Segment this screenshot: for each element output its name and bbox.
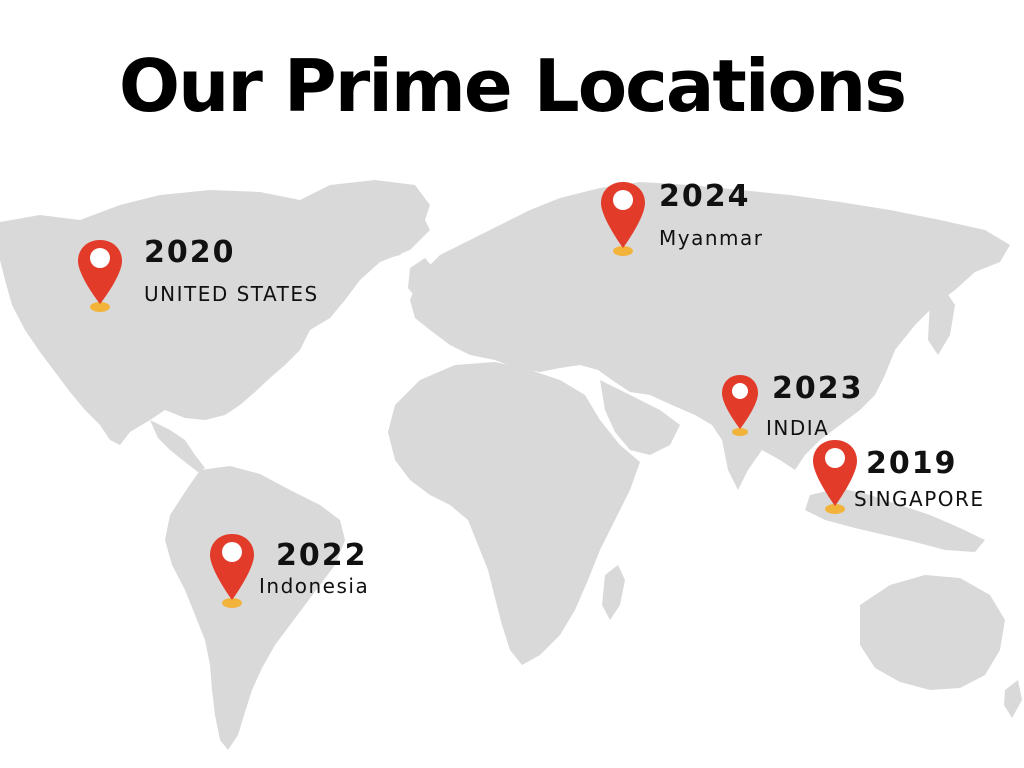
australia-landmass bbox=[860, 575, 1005, 690]
japan-landmass bbox=[928, 290, 955, 355]
location-name: SINGAPORE bbox=[854, 487, 985, 511]
map-pin-icon[interactable] bbox=[208, 530, 256, 610]
location-name: INDIA bbox=[766, 416, 830, 440]
location-name: UNITED STATES bbox=[144, 282, 319, 306]
location-year: 2023 bbox=[772, 371, 864, 406]
africa-landmass bbox=[388, 362, 640, 665]
map-pin-icon[interactable] bbox=[599, 178, 647, 258]
arabia-landmass bbox=[600, 380, 680, 455]
location-year: 2020 bbox=[144, 235, 236, 270]
new-zealand-landmass bbox=[1004, 680, 1022, 718]
british-isles-landmass bbox=[408, 258, 435, 300]
page-title: Our Prime Locations bbox=[118, 44, 907, 128]
eurasia-landmass bbox=[410, 182, 1010, 490]
location-year: 2022 bbox=[276, 538, 368, 573]
southeast-asia-islands bbox=[805, 488, 985, 552]
location-year: 2019 bbox=[866, 446, 958, 481]
south-america-landmass bbox=[165, 466, 345, 750]
map-pin-icon[interactable] bbox=[76, 236, 124, 314]
greenland-landmass bbox=[300, 180, 430, 262]
map-pin-icon[interactable] bbox=[720, 372, 760, 438]
map-pin-icon[interactable] bbox=[811, 436, 859, 516]
location-year: 2024 bbox=[659, 179, 751, 214]
madagascar-landmass bbox=[602, 565, 625, 620]
central-america-landmass bbox=[150, 420, 205, 472]
location-name: Myanmar bbox=[659, 226, 764, 250]
location-name: Indonesia bbox=[259, 574, 370, 598]
